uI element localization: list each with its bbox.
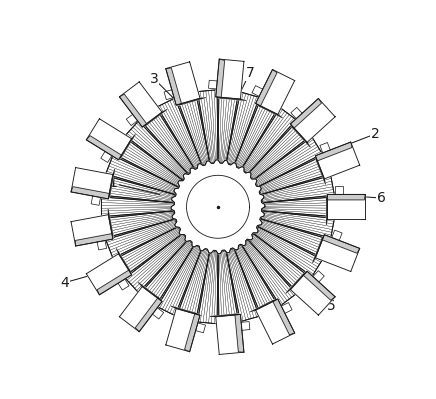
Polygon shape <box>261 211 334 238</box>
Polygon shape <box>166 308 200 352</box>
Polygon shape <box>226 249 259 322</box>
Polygon shape <box>315 235 360 271</box>
Polygon shape <box>140 108 194 174</box>
Polygon shape <box>242 108 296 174</box>
Polygon shape <box>75 233 113 246</box>
Polygon shape <box>114 227 182 277</box>
Polygon shape <box>119 286 162 332</box>
Text: 7: 7 <box>245 66 255 80</box>
Polygon shape <box>135 298 162 332</box>
Polygon shape <box>125 234 188 292</box>
Text: 1: 1 <box>109 176 118 190</box>
Polygon shape <box>86 136 122 160</box>
Polygon shape <box>235 314 244 352</box>
Polygon shape <box>234 98 279 169</box>
Polygon shape <box>218 90 238 163</box>
Polygon shape <box>290 271 335 315</box>
Polygon shape <box>242 240 296 306</box>
Polygon shape <box>176 164 260 249</box>
Polygon shape <box>234 245 279 316</box>
Polygon shape <box>86 254 132 295</box>
Polygon shape <box>176 98 205 105</box>
Polygon shape <box>315 156 326 184</box>
Polygon shape <box>248 121 311 180</box>
Polygon shape <box>166 62 200 105</box>
Polygon shape <box>140 240 194 306</box>
Polygon shape <box>315 142 360 179</box>
Polygon shape <box>108 209 113 239</box>
Polygon shape <box>286 271 307 293</box>
Text: 2: 2 <box>371 127 380 141</box>
Polygon shape <box>106 156 178 195</box>
Polygon shape <box>248 234 311 292</box>
Polygon shape <box>262 197 334 217</box>
Polygon shape <box>71 215 113 246</box>
Polygon shape <box>171 306 200 315</box>
Polygon shape <box>216 59 244 99</box>
Polygon shape <box>250 299 278 312</box>
Polygon shape <box>198 90 218 163</box>
Polygon shape <box>106 219 178 258</box>
Polygon shape <box>177 92 210 165</box>
Polygon shape <box>166 68 182 105</box>
Polygon shape <box>142 109 167 127</box>
Polygon shape <box>114 137 182 187</box>
Polygon shape <box>216 59 225 98</box>
Polygon shape <box>210 314 240 317</box>
Polygon shape <box>102 211 175 238</box>
Polygon shape <box>258 156 330 195</box>
Polygon shape <box>119 82 162 127</box>
Polygon shape <box>102 197 174 217</box>
Polygon shape <box>187 175 249 238</box>
Polygon shape <box>255 103 283 118</box>
Polygon shape <box>71 168 113 199</box>
Polygon shape <box>86 119 132 160</box>
Polygon shape <box>157 245 202 316</box>
Polygon shape <box>171 160 265 254</box>
Polygon shape <box>255 69 295 115</box>
Polygon shape <box>226 92 259 165</box>
Polygon shape <box>198 251 218 324</box>
Polygon shape <box>290 124 310 147</box>
Polygon shape <box>327 194 365 200</box>
Polygon shape <box>184 313 200 352</box>
Polygon shape <box>71 187 110 199</box>
Polygon shape <box>315 142 352 161</box>
Text: 6: 6 <box>377 191 386 205</box>
Polygon shape <box>272 299 295 335</box>
Polygon shape <box>255 69 277 107</box>
Text: 4: 4 <box>61 276 69 290</box>
Text: 3: 3 <box>150 71 158 85</box>
Polygon shape <box>157 98 202 169</box>
Polygon shape <box>258 219 330 258</box>
Polygon shape <box>177 249 210 322</box>
Polygon shape <box>97 270 132 295</box>
Polygon shape <box>290 99 335 142</box>
Polygon shape <box>303 271 335 300</box>
Polygon shape <box>116 249 132 275</box>
Polygon shape <box>216 97 246 101</box>
Polygon shape <box>119 94 147 127</box>
Polygon shape <box>290 99 321 128</box>
Polygon shape <box>261 176 334 203</box>
Polygon shape <box>313 235 324 263</box>
Polygon shape <box>102 176 175 203</box>
Polygon shape <box>327 194 365 219</box>
Polygon shape <box>322 235 360 253</box>
Polygon shape <box>108 169 115 199</box>
Polygon shape <box>218 251 238 324</box>
Polygon shape <box>255 299 295 344</box>
Polygon shape <box>119 134 135 160</box>
Polygon shape <box>125 121 188 180</box>
Polygon shape <box>102 90 334 323</box>
Polygon shape <box>216 314 244 354</box>
Text: 5: 5 <box>327 299 336 313</box>
Polygon shape <box>254 137 322 187</box>
Polygon shape <box>138 282 162 302</box>
Polygon shape <box>254 227 322 277</box>
